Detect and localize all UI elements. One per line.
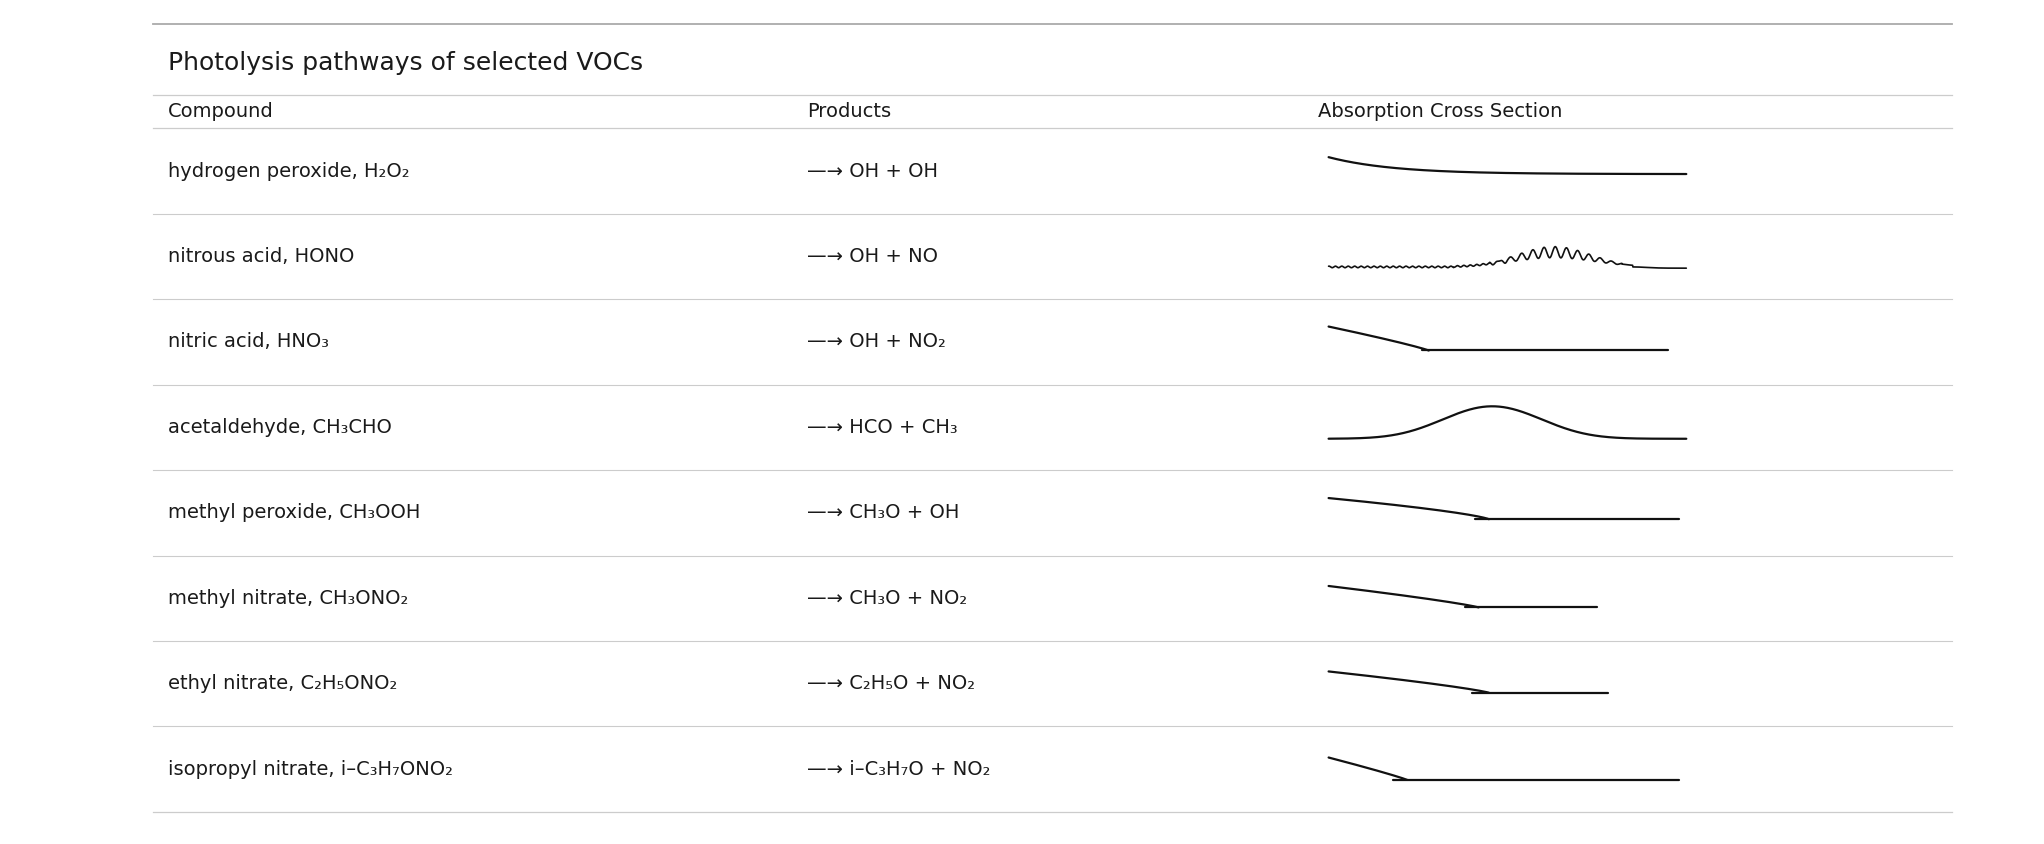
Text: —→ C₂H₅O + NO₂: —→ C₂H₅O + NO₂ [807,674,975,693]
Text: Photolysis pathways of selected VOCs: Photolysis pathways of selected VOCs [168,51,642,75]
Text: nitric acid, HNO₃: nitric acid, HNO₃ [168,333,329,351]
Text: ethyl nitrate, C₂H₅ONO₂: ethyl nitrate, C₂H₅ONO₂ [168,674,397,693]
Text: Compound: Compound [168,102,274,122]
Text: —→ OH + OH: —→ OH + OH [807,161,938,181]
Text: —→ OH + NO: —→ OH + NO [807,247,938,266]
Text: nitrous acid, HONO: nitrous acid, HONO [168,247,354,266]
Text: Products: Products [807,102,891,122]
Text: acetaldehyde, CH₃CHO: acetaldehyde, CH₃CHO [168,418,392,437]
Text: Absorption Cross Section: Absorption Cross Section [1318,102,1564,122]
Text: —→ OH + NO₂: —→ OH + NO₂ [807,333,946,351]
Text: isopropyl nitrate, i–C₃H₇ONO₂: isopropyl nitrate, i–C₃H₇ONO₂ [168,760,452,779]
Text: methyl nitrate, CH₃ONO₂: methyl nitrate, CH₃ONO₂ [168,589,409,608]
Text: —→ i–C₃H₇O + NO₂: —→ i–C₃H₇O + NO₂ [807,760,991,779]
Text: —→ CH₃O + OH: —→ CH₃O + OH [807,503,961,522]
Text: methyl peroxide, CH₃OOH: methyl peroxide, CH₃OOH [168,503,419,522]
Text: hydrogen peroxide, H₂O₂: hydrogen peroxide, H₂O₂ [168,161,409,181]
Text: —→ CH₃O + NO₂: —→ CH₃O + NO₂ [807,589,967,608]
Text: —→ HCO + CH₃: —→ HCO + CH₃ [807,418,959,437]
